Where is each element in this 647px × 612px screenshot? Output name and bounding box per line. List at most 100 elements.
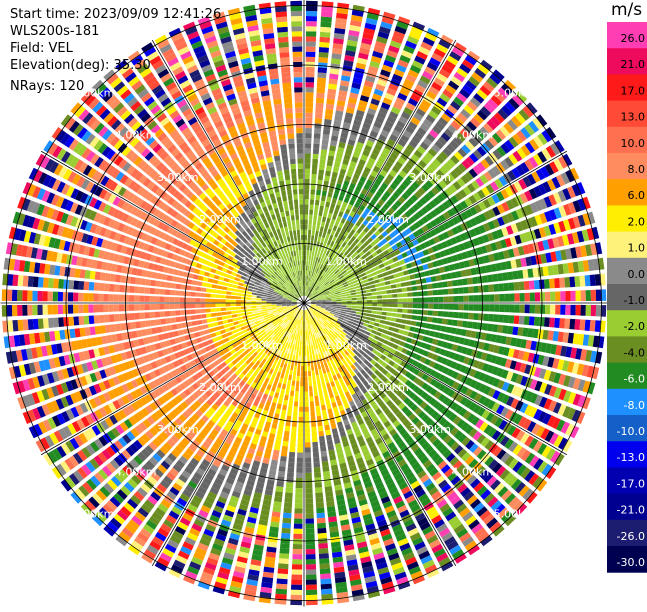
range-gate — [175, 118, 186, 128]
range-gate — [478, 294, 485, 302]
range-gate — [239, 52, 250, 60]
range-gate — [440, 273, 447, 281]
range-gate — [513, 281, 520, 291]
range-gate — [271, 214, 276, 221]
range-gate — [376, 259, 383, 265]
range-gate — [305, 82, 314, 88]
range-gate — [202, 156, 211, 165]
range-gate — [296, 287, 299, 293]
range-gate — [540, 166, 550, 178]
range-gate — [382, 125, 392, 133]
range-gate — [279, 47, 290, 53]
range-gate — [146, 270, 153, 278]
range-gate — [237, 183, 245, 191]
range-gate — [220, 152, 229, 160]
range-gate — [326, 196, 332, 203]
range-gate — [115, 171, 125, 182]
range-gate — [94, 186, 104, 197]
range-gate — [55, 196, 65, 208]
range-gate — [259, 231, 265, 237]
range-gate — [184, 200, 193, 208]
range-gate — [377, 241, 384, 248]
range-gate — [336, 100, 346, 107]
range-gate — [289, 279, 293, 285]
range-gate — [147, 100, 158, 111]
range-gate — [306, 280, 309, 286]
range-gate — [37, 318, 44, 329]
range-gate — [107, 115, 118, 127]
range-gate — [333, 276, 339, 281]
range-gate — [320, 154, 327, 161]
range-gate — [103, 216, 111, 227]
range-gate — [416, 285, 423, 291]
range-gate — [508, 153, 519, 165]
range-gate — [256, 175, 264, 182]
range-gate — [220, 36, 232, 44]
range-gate — [411, 135, 421, 145]
range-gate — [537, 151, 548, 163]
range-gate — [169, 260, 176, 268]
range-gate — [246, 308, 252, 312]
range-gate — [488, 284, 494, 292]
range-gate — [473, 226, 482, 236]
range-gate — [470, 117, 481, 128]
range-gate — [212, 231, 219, 239]
range-gate — [453, 96, 464, 107]
range-gate — [347, 187, 354, 194]
range-gate — [255, 215, 261, 222]
range-gate — [93, 304, 99, 313]
range-gate — [342, 281, 348, 286]
range-gate — [328, 234, 334, 241]
range-gate — [223, 174, 231, 182]
range-gate — [274, 392, 280, 399]
range-gate — [305, 36, 317, 42]
range-gate — [147, 120, 158, 131]
range-gate — [535, 168, 546, 181]
range-gate — [222, 319, 229, 324]
range-gate — [234, 32, 246, 40]
range-gate — [479, 174, 489, 185]
range-gate — [476, 146, 487, 157]
range-gate — [347, 269, 353, 274]
range-gate — [154, 288, 161, 295]
range-gate — [485, 264, 492, 273]
range-gate — [185, 309, 191, 315]
range-gate — [325, 282, 331, 287]
range-gate — [27, 216, 36, 229]
range-gate — [286, 301, 292, 303]
range-gate — [273, 240, 278, 247]
range-gate — [157, 39, 170, 49]
range-gate — [125, 149, 135, 160]
range-gate — [213, 92, 224, 101]
range-gate — [232, 211, 240, 218]
range-gate — [238, 319, 244, 324]
range-gate — [366, 292, 372, 296]
range-gate — [56, 252, 63, 263]
range-gate — [123, 177, 133, 187]
range-gate — [295, 271, 299, 277]
range-gate — [399, 88, 410, 97]
range-gate — [134, 295, 140, 302]
range-gate — [472, 237, 480, 247]
range-gate — [395, 187, 404, 195]
range-gate — [265, 115, 274, 122]
range-gate — [582, 260, 590, 272]
range-gate — [408, 233, 416, 241]
range-gate — [65, 153, 76, 166]
range-gate — [292, 297, 298, 301]
range-gate — [367, 237, 374, 244]
range-gate — [428, 162, 438, 172]
range-gate — [321, 139, 329, 145]
range-gate — [197, 201, 205, 209]
range-gate — [218, 203, 226, 211]
range-gate — [357, 277, 363, 282]
range-gate — [233, 321, 239, 326]
range-gate — [262, 142, 270, 149]
range-gate — [298, 275, 301, 282]
range-gate — [403, 78, 415, 88]
range-gate — [248, 285, 254, 289]
range-gate — [422, 118, 433, 128]
range-gate — [295, 282, 298, 288]
range-gate — [343, 264, 349, 270]
range-gate — [98, 293, 104, 302]
